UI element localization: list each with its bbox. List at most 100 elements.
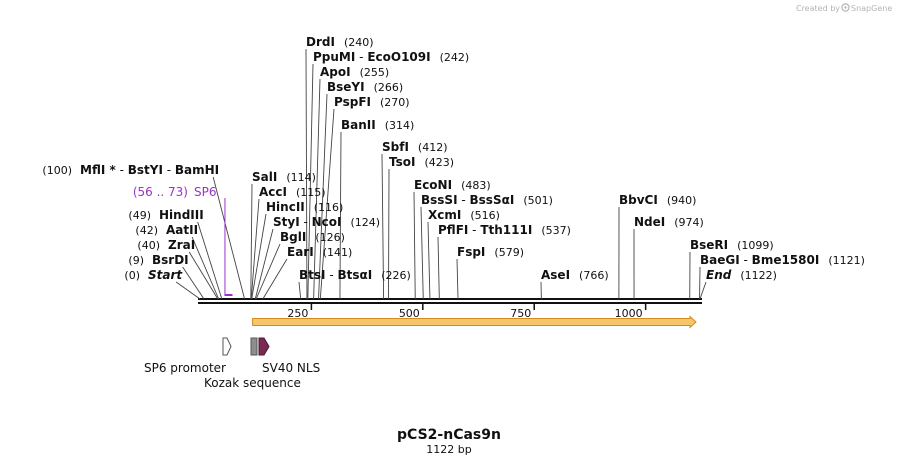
site-part: EcoO109I xyxy=(367,50,430,64)
site-part: Bme1580I xyxy=(752,253,820,267)
site-part: ZraI xyxy=(168,238,195,252)
site-part: NdeI xyxy=(634,215,665,229)
leader-line xyxy=(456,258,459,300)
site-position: (516) xyxy=(470,209,500,222)
leader-line xyxy=(427,221,431,300)
site-hincii: HincII (116) xyxy=(266,200,343,214)
site-position: (40) xyxy=(137,239,160,252)
site-part: Tth111I xyxy=(480,223,532,237)
site-part: BstYI xyxy=(128,163,163,177)
kozak-box xyxy=(250,337,258,356)
site-name: AseI xyxy=(541,268,570,282)
site-position: (116) xyxy=(314,201,344,214)
leader-line xyxy=(413,191,416,300)
site-separator: - xyxy=(163,163,175,177)
backbone xyxy=(198,298,702,304)
site-part: XcmI xyxy=(428,208,461,222)
site-separator: - xyxy=(300,215,312,229)
site-pflfi: PflFI - Tth111I (537) xyxy=(438,223,571,237)
site-mfli: MflI * - BstYI - BamHI (100) xyxy=(42,163,219,177)
site-position: (483) xyxy=(461,179,491,192)
site-part: BssSαI xyxy=(470,193,515,207)
site-position: (766) xyxy=(579,269,609,282)
site-sbfi: SbfI (412) xyxy=(382,140,448,154)
site-name: BssSI - BssSαI xyxy=(421,193,514,207)
leader-line xyxy=(420,206,424,300)
site-part: StyI xyxy=(273,215,300,229)
leader-line xyxy=(254,228,274,300)
site-separator: - xyxy=(468,223,480,237)
site-name: AatII xyxy=(166,223,198,237)
ruler-tick-label-500: 500 xyxy=(399,307,420,320)
leader-line xyxy=(437,236,440,300)
site-position: (412) xyxy=(418,141,448,154)
ruler-tick-label-250: 250 xyxy=(287,307,308,320)
sp6-promoter-arrow xyxy=(222,337,232,356)
site-name: PspFI xyxy=(334,95,371,109)
site-name: MflI * - BstYI - BamHI xyxy=(80,163,219,177)
site-position: (974) xyxy=(674,216,704,229)
site-econi: EcoNI (483) xyxy=(414,178,491,192)
site-position: (126) xyxy=(315,231,345,244)
site-aatii: AatII (42) xyxy=(135,223,198,237)
site-position: (0) xyxy=(124,269,140,282)
site-part: BbvCI xyxy=(619,193,658,207)
site-position: (9) xyxy=(128,254,144,267)
site-ppumi: PpuMI - EcoO109I (242) xyxy=(313,50,469,64)
site-position: (124) xyxy=(351,216,381,229)
primer-bar xyxy=(224,294,233,296)
site-separator: - xyxy=(458,193,470,207)
site-name: FspI xyxy=(457,245,485,259)
site-part: BglI xyxy=(280,230,306,244)
site-part: EcoNI xyxy=(414,178,452,192)
site-part: TsoI xyxy=(389,155,415,169)
site-part: DrdI xyxy=(306,35,335,49)
site-name: NdeI xyxy=(634,215,665,229)
site-position: (537) xyxy=(541,224,571,237)
site-part: PpuMI xyxy=(313,50,355,64)
site-part: BamHI xyxy=(175,163,219,177)
snapgene-logo-icon xyxy=(841,3,850,12)
site-sali: SalI (114) xyxy=(252,170,316,184)
site-baegi: BaeGI - Bme1580I (1121) xyxy=(700,253,865,267)
site-asei: AseI (766) xyxy=(541,268,609,282)
site-start: Start (0) xyxy=(124,268,183,282)
site-banii: BanII (314) xyxy=(341,118,414,132)
site-zrai: ZraI (40) xyxy=(137,238,195,252)
site-bseyi: BseYI (266) xyxy=(327,80,403,94)
site-separator: - xyxy=(116,163,128,177)
site-part: ApoI xyxy=(320,65,351,79)
site-position: (114) xyxy=(286,171,316,184)
site-part: AccI xyxy=(259,185,287,199)
leader-line xyxy=(212,176,245,300)
plasmid-name: pCS2-nCas9n xyxy=(397,427,501,443)
site-position: (940) xyxy=(667,194,697,207)
leader-line xyxy=(699,281,707,300)
site-bbvci: BbvCI (940) xyxy=(619,193,696,207)
site-name: ApoI xyxy=(320,65,351,79)
orf-arrow xyxy=(252,315,697,329)
site-part: SalI xyxy=(252,170,277,184)
site-part: BtsI xyxy=(299,268,326,282)
site-part: BsrDI xyxy=(152,253,189,267)
credit-brand: SnapGene xyxy=(851,4,892,13)
site-part: FspI xyxy=(457,245,485,259)
features: SP6 promoter Kozak sequence SV40 NLS xyxy=(144,337,320,390)
credit: Created by SnapGene xyxy=(796,3,892,13)
site-styi: StyI - NcoI (124) xyxy=(273,215,380,229)
leader-line xyxy=(191,236,220,300)
leader-line xyxy=(251,213,267,300)
ruler: 250 500 750 1000 xyxy=(287,303,647,320)
primer-range: (56 .. 73) xyxy=(133,185,188,199)
site-position: (42) xyxy=(135,224,158,237)
site-ndei: NdeI (974) xyxy=(634,215,704,229)
site-bseri: BseRI (1099) xyxy=(690,238,774,252)
site-name: PflFI - Tth111I xyxy=(438,223,532,237)
site-position: (255) xyxy=(360,66,390,79)
site-bgli: BglI (126) xyxy=(280,230,345,244)
site-name: End xyxy=(706,268,732,282)
site-apoi: ApoI (255) xyxy=(320,65,389,79)
site-name: BanII xyxy=(341,118,376,132)
leader-line xyxy=(307,63,314,300)
site-part: PspFI xyxy=(334,95,371,109)
